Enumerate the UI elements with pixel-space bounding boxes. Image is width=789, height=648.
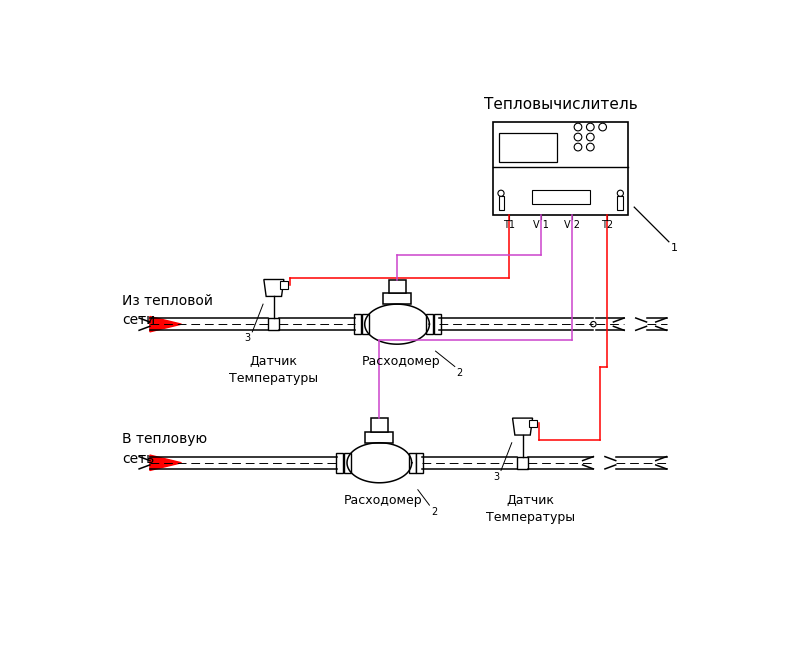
Text: 2: 2 [431,507,437,516]
Bar [617,196,623,210]
Bar [417,453,423,473]
Bar [371,418,388,432]
Text: Расходомер: Расходомер [361,355,440,368]
Text: Расходомер: Расходомер [344,494,422,507]
Bar [517,457,528,469]
Bar [529,420,537,427]
Circle shape [498,190,504,196]
Bar [532,190,589,204]
Bar [388,279,406,294]
Text: T2: T2 [601,220,613,230]
Text: T1: T1 [503,220,514,230]
Bar [434,314,441,334]
Bar [280,281,289,289]
Bar [409,453,416,473]
Text: Датчик
Температуры: Датчик Температуры [486,494,575,524]
Circle shape [586,143,594,151]
Circle shape [574,133,581,141]
Polygon shape [150,316,181,332]
Bar [499,196,504,210]
Text: 3: 3 [493,472,499,482]
Circle shape [574,123,581,131]
Text: 3: 3 [245,334,251,343]
Circle shape [591,321,596,327]
Bar [354,314,361,334]
Polygon shape [150,455,181,470]
Text: Тепловычислитель: Тепловычислитель [484,97,638,111]
Polygon shape [513,418,533,435]
Text: V 1: V 1 [533,220,549,230]
Text: Из тепловой
сети: Из тепловой сети [122,294,213,327]
Circle shape [599,123,607,131]
Bar [268,318,279,330]
Bar [499,133,557,162]
Text: 1: 1 [671,243,678,253]
Bar [493,122,628,215]
Circle shape [586,133,594,141]
Bar [426,314,433,334]
Circle shape [586,123,594,131]
Bar [336,453,343,473]
Text: Датчик
Температуры: Датчик Температуры [230,355,319,385]
Polygon shape [264,279,284,296]
Bar [365,432,393,443]
Circle shape [617,190,623,196]
Circle shape [574,143,581,151]
Text: V 2: V 2 [564,220,580,230]
Bar [383,294,411,304]
Bar [344,453,351,473]
Bar [361,314,368,334]
Text: 2: 2 [456,368,462,378]
Text: В тепловую
сеть: В тепловую сеть [122,432,208,466]
